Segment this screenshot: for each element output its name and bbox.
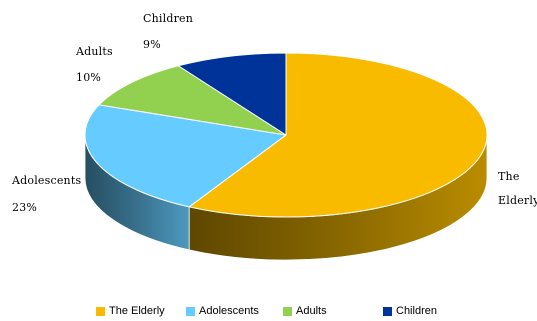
legend-label-the-elderly: The Elderly	[109, 305, 165, 317]
slice-label-adults: Adults	[76, 45, 113, 58]
legend-item-the-elderly: The Elderly	[96, 305, 165, 317]
chart-legend: The Elderly Adolescents Adults Children	[0, 305, 537, 321]
legend-swatch-adolescents	[186, 306, 195, 316]
legend-item-children: Children	[383, 305, 437, 317]
pie-slice-adolescents	[84, 104, 287, 208]
pie-slice-children	[177, 52, 287, 136]
slice-label-the-elderly-line1: The	[498, 170, 520, 183]
pie-slices	[84, 52, 488, 218]
legend-label-children: Children	[396, 305, 437, 317]
legend-item-adolescents: Adolescents	[186, 305, 259, 317]
slice-label-adolescents: Adolescents	[12, 174, 82, 187]
legend-swatch-adults	[283, 306, 292, 316]
legend-item-adults: Adults	[283, 305, 327, 317]
legend-label-adolescents: Adolescents	[199, 305, 259, 317]
slice-value-adolescents: 23%	[12, 201, 38, 214]
legend-swatch-the-elderly	[96, 306, 105, 316]
pie-slice-adults	[98, 65, 287, 136]
slice-label-the-elderly-line2: Elderly	[498, 194, 537, 207]
slice-value-children: 9%	[143, 38, 161, 51]
legend-swatch-children	[383, 306, 392, 316]
slice-label-children: Children	[143, 12, 194, 25]
slice-value-adults: 10%	[76, 71, 102, 84]
legend-label-adults: Adults	[296, 305, 327, 317]
pie-slice-the-elderly	[188, 52, 488, 218]
